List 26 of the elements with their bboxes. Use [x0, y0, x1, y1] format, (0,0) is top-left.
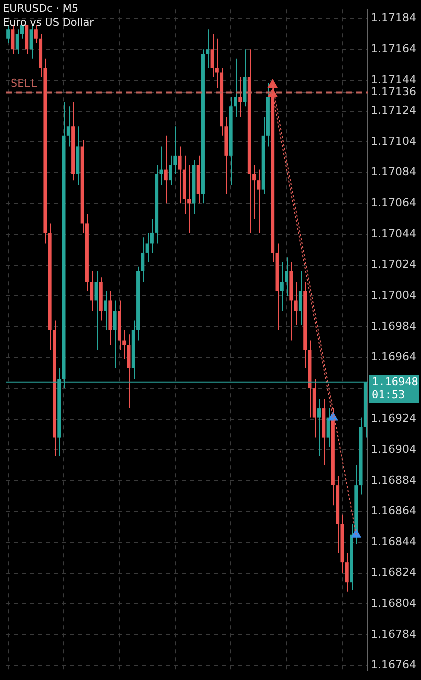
y-tick-label: 1.16984 — [371, 320, 416, 333]
y-tick-label: 1.16844 — [371, 535, 416, 548]
y-tick-label: 1.17136 — [371, 86, 416, 99]
ref-line-label: 1.16948 01:53 — [372, 376, 418, 402]
y-tick-label: 1.16764 — [371, 658, 416, 672]
y-tick-label: 1.16904 — [371, 442, 416, 456]
y-tick-label: 1.17124 — [371, 104, 416, 118]
y-tick-label: 1.17164 — [371, 42, 416, 56]
y-tick-label: 1.16804 — [371, 597, 416, 610]
y-tick-label: 1.16924 — [371, 412, 416, 426]
y-tick-label: 1.17044 — [371, 227, 416, 240]
y-tick-label: 1.16864 — [371, 504, 416, 518]
ref-line-label: SELL — [11, 77, 38, 90]
y-tick-label: 1.17084 — [371, 166, 416, 179]
y-tick-label: 1.17144 — [371, 73, 416, 86]
y-tick-label: 1.16964 — [371, 350, 416, 364]
y-tick-label: 1.17004 — [371, 288, 416, 302]
text: Euro vs US Dollar — [3, 16, 94, 30]
y-tick-label: 1.17024 — [371, 258, 416, 272]
y-tick-label: 1.16884 — [371, 474, 416, 487]
y-tick-label: 1.16824 — [371, 566, 416, 580]
y-tick-label: 1.17104 — [371, 134, 416, 148]
y-tick-label: 1.16784 — [371, 628, 416, 641]
chart-title: EURUSDc · M5 — [3, 2, 80, 16]
y-tick-label: 1.17184 — [371, 12, 416, 25]
y-tick-label: 1.17064 — [371, 196, 416, 210]
